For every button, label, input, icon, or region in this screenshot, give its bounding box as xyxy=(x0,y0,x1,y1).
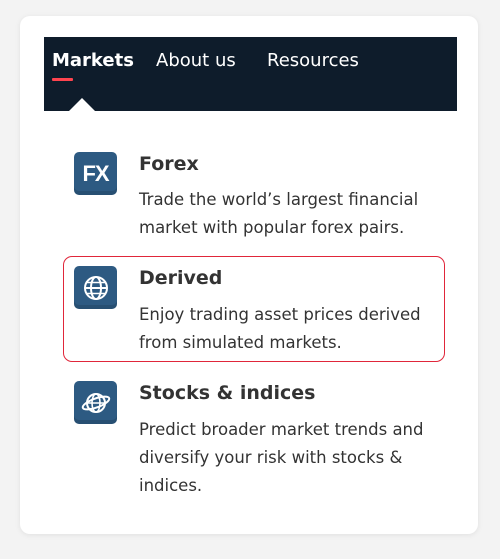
active-tab-indicator xyxy=(52,78,73,81)
globe-orbit-icon xyxy=(74,381,117,424)
forex-description: Trade the world’s largest financial mark… xyxy=(139,190,419,237)
nav-item-about-us[interactable]: About us xyxy=(156,50,236,71)
derived-description: Enjoy trading asset prices derived from … xyxy=(139,305,421,352)
top-navbar: Markets About us Resources xyxy=(44,37,457,111)
fx-icon: FX xyxy=(74,152,117,195)
derived-title[interactable]: Derived xyxy=(139,267,223,289)
forex-title[interactable]: Forex xyxy=(139,153,199,175)
dropdown-caret xyxy=(69,98,95,111)
stocks-indices-title[interactable]: Stocks & indices xyxy=(139,382,316,404)
nav-item-markets[interactable]: Markets xyxy=(52,50,134,71)
nav-item-resources[interactable]: Resources xyxy=(267,50,359,71)
stocks-indices-description: Predict broader market trends and divers… xyxy=(139,420,424,495)
globe-grid-icon xyxy=(74,266,117,309)
derived-highlight-box[interactable] xyxy=(63,256,445,362)
